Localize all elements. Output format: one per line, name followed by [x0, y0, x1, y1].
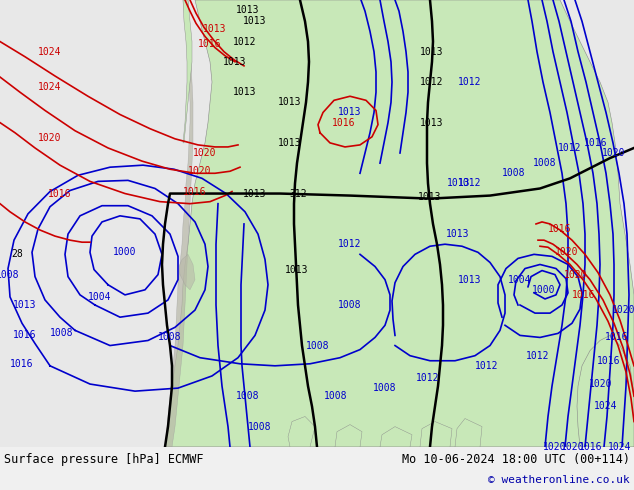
Text: 1013: 1013	[458, 275, 482, 285]
Text: 1020: 1020	[188, 166, 212, 176]
Text: 1016: 1016	[183, 187, 207, 196]
Text: 1012: 1012	[233, 37, 257, 47]
Text: 1013: 1013	[285, 265, 309, 274]
Text: 1008: 1008	[502, 168, 526, 178]
Text: 1008: 1008	[236, 391, 260, 401]
Text: 1013: 1013	[420, 118, 444, 127]
Text: 1020: 1020	[589, 379, 612, 389]
Text: 1012: 1012	[526, 351, 550, 361]
Text: 1013: 1013	[446, 229, 470, 239]
Text: 1004: 1004	[88, 292, 112, 302]
Text: 1008: 1008	[533, 158, 557, 168]
Text: 1013: 1013	[278, 98, 302, 107]
Text: 1013: 1013	[236, 5, 260, 15]
Text: 1012: 1012	[476, 361, 499, 371]
Text: 1016: 1016	[605, 332, 629, 343]
Polygon shape	[179, 254, 195, 290]
Text: 1024: 1024	[594, 401, 618, 411]
Text: 1024: 1024	[38, 47, 61, 57]
Text: 1012: 1012	[559, 143, 582, 153]
Text: 1008: 1008	[306, 341, 330, 350]
Polygon shape	[165, 0, 634, 447]
Text: 1012: 1012	[339, 239, 362, 249]
Text: 1020: 1020	[555, 247, 579, 257]
Polygon shape	[288, 416, 315, 447]
Text: 1013: 1013	[447, 178, 471, 189]
Polygon shape	[455, 418, 482, 447]
Polygon shape	[420, 421, 452, 447]
Text: © weatheronline.co.uk: © weatheronline.co.uk	[488, 475, 630, 485]
Text: 1012: 1012	[458, 178, 482, 189]
Text: 1013: 1013	[223, 57, 247, 67]
Text: 1000: 1000	[533, 285, 556, 295]
Text: 1016: 1016	[13, 330, 37, 341]
Text: 1013: 1013	[13, 300, 37, 310]
Text: 1012: 1012	[458, 77, 482, 87]
Text: 1016: 1016	[48, 189, 72, 198]
Text: 1016: 1016	[548, 224, 572, 234]
Text: 1013: 1013	[233, 87, 257, 97]
Text: 1016: 1016	[198, 39, 222, 49]
Text: 1020: 1020	[543, 442, 567, 452]
Text: Mo 10-06-2024 18:00 UTC (00+114): Mo 10-06-2024 18:00 UTC (00+114)	[402, 453, 630, 466]
Text: 1000: 1000	[113, 247, 137, 257]
Text: 1008: 1008	[158, 332, 182, 343]
Text: 1013: 1013	[204, 24, 227, 34]
Text: 1012: 1012	[420, 77, 444, 87]
Text: 1012: 1012	[417, 373, 440, 383]
Polygon shape	[380, 427, 412, 447]
Text: 1008: 1008	[373, 383, 397, 393]
Polygon shape	[165, 0, 193, 447]
Polygon shape	[335, 425, 362, 447]
Text: 1013: 1013	[278, 138, 302, 148]
Text: 1020: 1020	[38, 133, 61, 143]
Text: 1020: 1020	[612, 305, 634, 315]
Polygon shape	[577, 336, 634, 447]
Text: 1016: 1016	[573, 290, 596, 300]
Text: 1024: 1024	[608, 442, 631, 452]
Text: 1016: 1016	[10, 359, 34, 369]
Text: 1013: 1013	[418, 192, 442, 201]
Text: 1008: 1008	[50, 328, 74, 339]
Text: 1013: 1013	[243, 189, 267, 198]
Text: 1008: 1008	[339, 300, 362, 310]
Text: 1013: 1013	[243, 16, 267, 26]
Text: 1013: 1013	[339, 107, 362, 118]
Text: 28: 28	[11, 249, 23, 259]
Polygon shape	[183, 0, 192, 143]
Text: 1016: 1016	[597, 356, 621, 366]
Text: 1008: 1008	[0, 270, 20, 280]
Text: 1016: 1016	[585, 138, 608, 148]
Text: 1020: 1020	[602, 148, 626, 158]
Text: 1008: 1008	[324, 391, 348, 401]
Text: 1004: 1004	[508, 275, 532, 285]
Text: Surface pressure [hPa] ECMWF: Surface pressure [hPa] ECMWF	[4, 453, 204, 466]
Text: 1020: 1020	[564, 270, 588, 280]
Text: 1020: 1020	[193, 148, 217, 158]
Text: 1020: 1020	[561, 442, 585, 452]
Text: 312: 312	[289, 189, 307, 198]
Text: 1008: 1008	[249, 421, 272, 432]
Text: 1013: 1013	[420, 47, 444, 57]
Text: 1016: 1016	[332, 118, 356, 127]
Text: 1016: 1016	[579, 442, 603, 452]
Text: 1024: 1024	[38, 82, 61, 92]
